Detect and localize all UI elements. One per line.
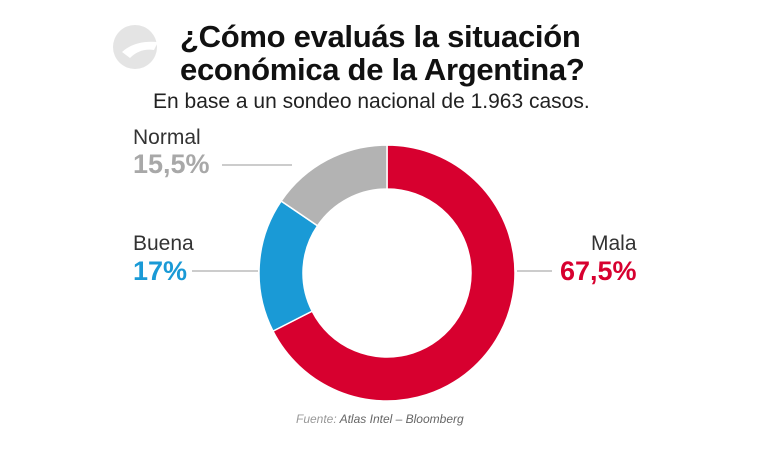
title-line-2: económica de la Argentina? [180, 52, 585, 87]
source-text: Atlas Intel – Bloomberg [339, 412, 464, 426]
slice-mala [271, 144, 516, 402]
logo-icon [113, 25, 158, 69]
source-note: Fuente: Atlas Intel – Bloomberg [296, 412, 464, 426]
label-buena: Buena [133, 232, 194, 255]
chart-title: ¿Cómo evaluás la situación económica de … [180, 19, 585, 87]
source-prefix: Fuente: [296, 412, 337, 426]
label-normal: Normal [133, 126, 201, 149]
value-buena: 17% [133, 256, 188, 286]
value-normal: 15,5% [133, 149, 210, 179]
chart-subtitle: En base a un sondeo nacional de 1.963 ca… [153, 90, 590, 113]
value-mala: 67,5% [560, 256, 637, 286]
label-mala: Mala [591, 232, 637, 255]
slice-normal [280, 144, 388, 227]
title-line-1: ¿Cómo evaluás la situación [180, 19, 581, 54]
